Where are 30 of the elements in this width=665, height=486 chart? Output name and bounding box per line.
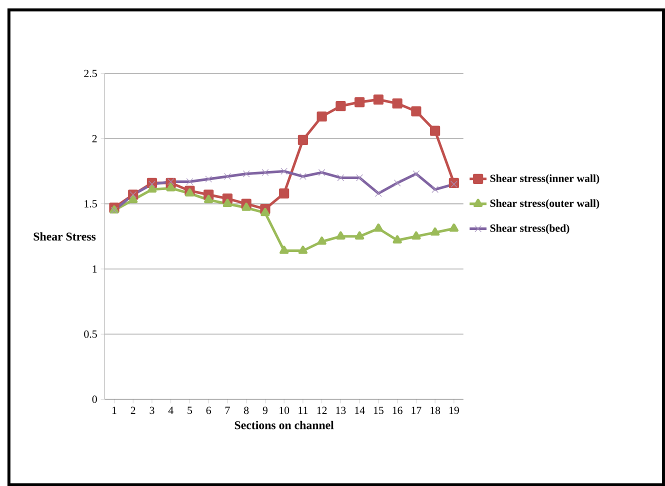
x-tick-label: 6 <box>206 406 211 414</box>
y-tick-label: 0.5 <box>84 330 97 338</box>
x-tick-label: 9 <box>262 406 268 414</box>
y-tick-label: 2 <box>92 134 97 142</box>
x-tick-label: 10 <box>280 406 290 414</box>
x-tick-label: 12 <box>317 406 327 414</box>
y-axis-title: Shear Stress <box>34 232 96 240</box>
x-tick-label: 13 <box>336 406 346 414</box>
legend-label: Shear stress(outer wall) <box>490 199 600 210</box>
y-tick-label: 1.5 <box>84 200 97 208</box>
x-tick-label: 7 <box>225 406 230 414</box>
legend-label: Shear stress(inner wall) <box>490 174 600 184</box>
x-axis-title: Sections on channel <box>234 420 334 430</box>
x-tick-label: 18 <box>430 406 440 414</box>
x-tick-label: 11 <box>298 406 308 414</box>
x-tick-label: 15 <box>374 406 384 414</box>
x-tick-label: 2 <box>130 406 136 414</box>
x-tick-label: 5 <box>188 406 192 414</box>
legend-label: Shear stress(bed) <box>490 224 570 234</box>
x-tick-label: 17 <box>412 406 422 414</box>
y-tick-label: 0 <box>92 396 97 403</box>
x-tick-label: 1 <box>112 406 116 414</box>
x-tick-label: 19 <box>449 406 459 414</box>
x-tick-label: 8 <box>244 406 249 414</box>
x-tick-label: 16 <box>392 406 402 414</box>
x-tick-label: 14 <box>355 406 365 414</box>
y-tick-label: 1 <box>92 265 97 272</box>
x-tick-label: 4 <box>168 406 174 414</box>
x-tick-label: 3 <box>150 406 154 414</box>
y-tick-label: 2.5 <box>84 70 97 78</box>
